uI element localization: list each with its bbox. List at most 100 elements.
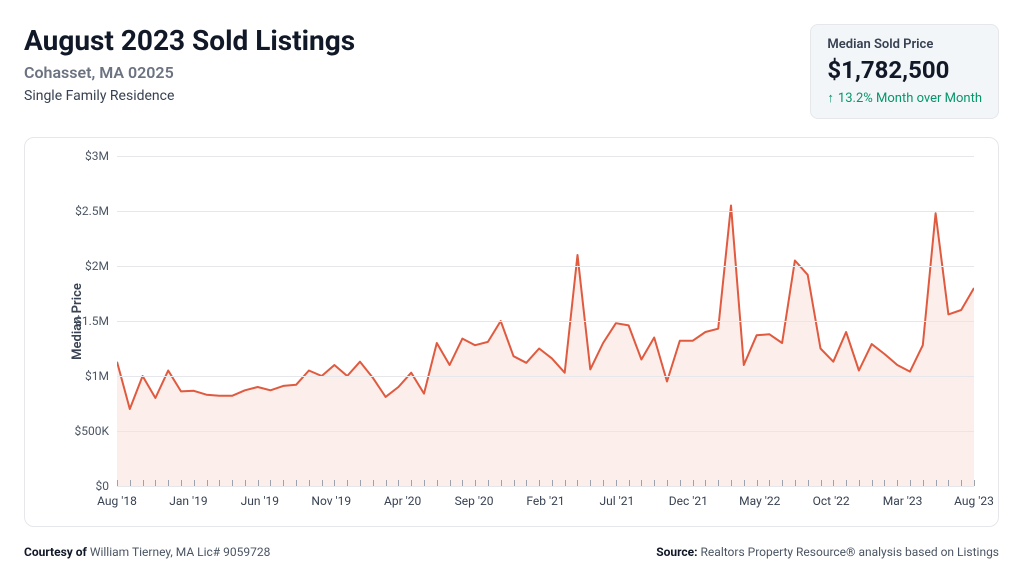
x-tick-mark — [705, 480, 706, 486]
x-tick-mark — [437, 480, 438, 486]
x-tick-mark — [117, 480, 118, 486]
x-tick-mark — [526, 480, 527, 486]
x-tick-label: Aug '18 — [97, 494, 137, 508]
x-tick-mark — [258, 480, 259, 486]
x-tick-label: Oct '22 — [813, 494, 850, 508]
x-tick-mark — [514, 480, 515, 486]
chart-area-fill — [117, 206, 974, 487]
x-tick-mark — [667, 480, 668, 486]
y-tick-label: $3M — [61, 149, 109, 163]
x-tick-mark — [130, 480, 131, 486]
stat-change: ↑ 13.2% Month over Month — [827, 90, 982, 106]
x-tick-mark — [846, 480, 847, 486]
grid-line — [117, 321, 974, 322]
stat-change-text: 13.2% Month over Month — [838, 91, 982, 106]
y-tick-label: $1.5M — [61, 314, 109, 328]
grid-line — [117, 431, 974, 432]
y-tick-label: $1M — [61, 369, 109, 383]
page-title: August 2023 Sold Listings — [24, 24, 810, 57]
x-tick-mark — [386, 480, 387, 486]
x-tick-mark — [207, 480, 208, 486]
x-tick-mark — [194, 480, 195, 486]
x-tick-mark — [219, 480, 220, 486]
source-label: Source: — [656, 545, 697, 559]
x-tick-label: Nov '19 — [311, 494, 351, 508]
x-tick-mark — [488, 480, 489, 486]
x-tick-mark — [629, 480, 630, 486]
x-tick-mark — [693, 480, 694, 486]
x-tick-mark — [334, 480, 335, 486]
x-tick-mark — [398, 480, 399, 486]
chart-card: Median Price $0$500K$1M$1.5M$2M$2.5M$3M … — [24, 137, 999, 527]
x-tick-label: Mar '23 — [883, 494, 923, 508]
x-tick-mark — [424, 480, 425, 486]
x-tick-mark — [744, 480, 745, 486]
x-tick-mark — [731, 480, 732, 486]
y-tick-label: $2.5M — [61, 204, 109, 218]
y-tick-label: $0 — [61, 479, 109, 493]
grid-line — [117, 211, 974, 212]
source: Source: Realtors Property Resource® anal… — [656, 545, 999, 559]
x-tick-mark — [245, 480, 246, 486]
x-tick-mark — [974, 480, 975, 486]
x-tick-mark — [641, 480, 642, 486]
subtitle-text: Single Family Residence — [24, 88, 810, 104]
x-tick-mark — [859, 480, 860, 486]
location-text: Cohasset, MA 02025 — [24, 63, 810, 82]
x-tick-mark — [884, 480, 885, 486]
x-tick-mark — [475, 480, 476, 486]
x-tick-mark — [961, 480, 962, 486]
x-tick-mark — [232, 480, 233, 486]
x-tick-mark — [347, 480, 348, 486]
x-tick-mark — [795, 480, 796, 486]
x-tick-label: Apr '20 — [384, 494, 421, 508]
x-tick-mark — [590, 480, 591, 486]
y-axis-ticks: $0$500K$1M$1.5M$2M$2.5M$3M — [61, 156, 117, 486]
x-tick-mark — [910, 480, 911, 486]
x-tick-mark — [373, 480, 374, 486]
x-tick-mark — [552, 480, 553, 486]
x-tick-mark — [462, 480, 463, 486]
x-tick-mark — [680, 480, 681, 486]
x-tick-mark — [539, 480, 540, 486]
stat-value: $1,782,500 — [827, 56, 982, 84]
x-axis-labels: Aug '18Jan '19Jun '19Nov '19Apr '20Sep '… — [117, 494, 974, 512]
header-row: August 2023 Sold Listings Cohasset, MA 0… — [24, 24, 999, 119]
x-tick-mark — [769, 480, 770, 486]
x-tick-mark — [833, 480, 834, 486]
x-tick-label: Sep '20 — [455, 494, 494, 508]
x-tick-label: May '22 — [739, 494, 780, 508]
grid-line — [117, 266, 974, 267]
chart-plot — [117, 156, 974, 486]
x-tick-mark — [168, 480, 169, 486]
x-tick-mark — [936, 480, 937, 486]
x-tick-mark — [577, 480, 578, 486]
x-tick-mark — [322, 480, 323, 486]
x-tick-mark — [718, 480, 719, 486]
y-tick-label: $2M — [61, 259, 109, 273]
source-text: Realtors Property Resource® analysis bas… — [701, 545, 999, 559]
title-block: August 2023 Sold Listings Cohasset, MA 0… — [24, 24, 810, 104]
x-tick-label: Feb '21 — [526, 494, 564, 508]
x-tick-mark — [501, 480, 502, 486]
arrow-up-icon: ↑ — [827, 90, 834, 106]
y-axis-label-container: Median Price — [39, 156, 61, 486]
x-tick-label: Jan '19 — [169, 494, 207, 508]
x-tick-mark — [360, 480, 361, 486]
x-tick-mark — [450, 480, 451, 486]
x-tick-mark — [155, 480, 156, 486]
x-tick-label: Jun '19 — [241, 494, 279, 508]
grid-line — [117, 156, 974, 157]
grid-line — [117, 486, 974, 487]
x-tick-mark — [309, 480, 310, 486]
stat-label: Median Sold Price — [827, 37, 982, 52]
x-tick-mark — [757, 480, 758, 486]
courtesy-text: William Tierney, MA Lic# 9059728 — [90, 545, 271, 559]
chart-area: Median Price $0$500K$1M$1.5M$2M$2.5M$3M — [39, 156, 974, 486]
x-tick-label: Dec '21 — [669, 494, 708, 508]
x-tick-label: Jul '21 — [600, 494, 635, 508]
stat-box: Median Sold Price $1,782,500 ↑ 13.2% Mon… — [810, 24, 999, 119]
courtesy: Courtesy of William Tierney, MA Lic# 905… — [24, 545, 270, 559]
x-tick-mark — [411, 480, 412, 486]
x-tick-mark — [616, 480, 617, 486]
